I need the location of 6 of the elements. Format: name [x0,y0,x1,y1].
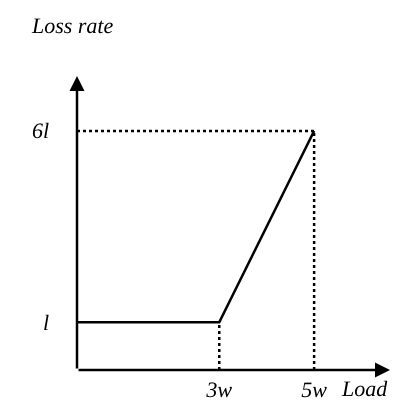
x-tick-label: 5w [301,377,328,402]
x-tick-label: 3w [205,377,232,402]
x-axis-title: Load [341,376,388,401]
annotation: l [43,310,50,335]
annotation: 6l [32,118,50,143]
y-axis-title: Loss rate [31,13,114,38]
